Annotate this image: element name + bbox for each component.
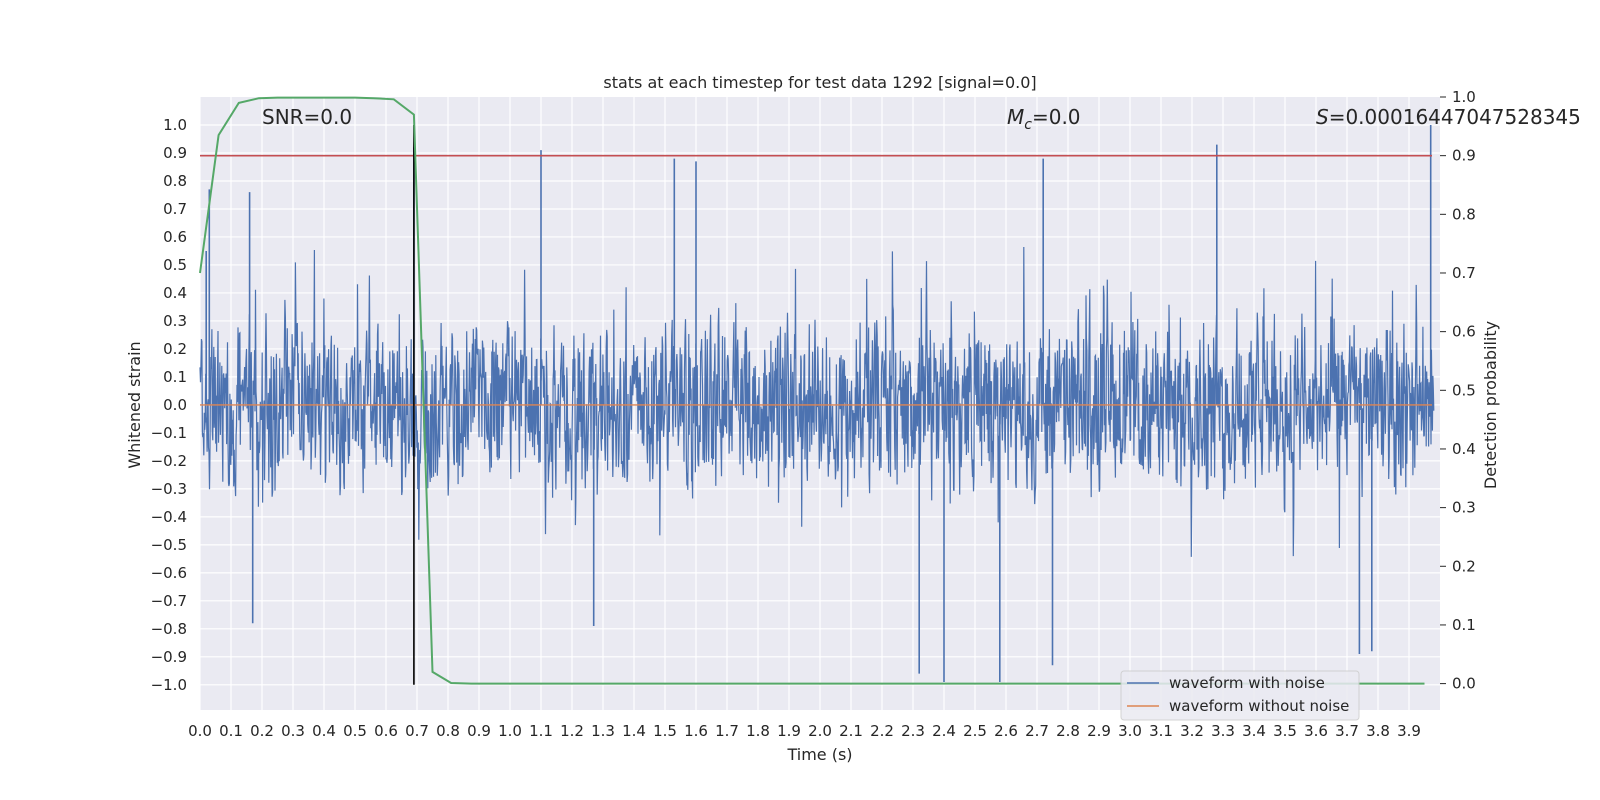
y-tick-label-left: −0.5 [151, 536, 187, 554]
y-tick-label-left: −0.6 [151, 564, 187, 582]
y-tick-label-right: 0.8 [1452, 205, 1476, 223]
y-tick-label-left: −0.1 [151, 424, 187, 442]
x-tick-label: 3.5 [1273, 722, 1297, 740]
x-tick-label: 2.3 [901, 722, 925, 740]
y-tick-label-left: 0.1 [163, 368, 187, 386]
x-tick-label: 2.6 [994, 722, 1018, 740]
chirp-mass-value: =0.0 [1032, 105, 1081, 129]
y-tick-label-left: 0.9 [163, 144, 187, 162]
y-tick-label-right: 0.2 [1452, 557, 1476, 575]
x-tick-label: 3.7 [1335, 722, 1359, 740]
y-tick-label-right: 0.3 [1452, 499, 1476, 517]
x-tick-label: 3.9 [1397, 722, 1421, 740]
y-tick-label-right: 0.6 [1452, 323, 1476, 341]
x-tick-label: 2.7 [1025, 722, 1049, 740]
y-tick-label-right: 0.7 [1452, 264, 1476, 282]
x-tick-label: 0.0 [188, 722, 212, 740]
y-tick-label-left: −1.0 [151, 676, 187, 694]
x-tick-label: 1.3 [591, 722, 615, 740]
y-tick-label-left: 0.3 [163, 312, 187, 330]
y-tick-label-left: −0.3 [151, 480, 187, 498]
x-tick-label: 0.9 [467, 722, 491, 740]
legend: waveform with noise waveform without noi… [1120, 670, 1360, 721]
x-tick-label: 2.0 [808, 722, 832, 740]
x-tick-label: 1.5 [653, 722, 677, 740]
x-tick-label: 0.2 [250, 722, 274, 740]
x-tick-label: 0.1 [219, 722, 243, 740]
x-tick-label: 2.5 [963, 722, 987, 740]
chirp-mass-symbol: M [1007, 105, 1024, 129]
x-tick-label: 3.4 [1242, 722, 1266, 740]
x-tick-label: 1.6 [684, 722, 708, 740]
chirp-mass-annotation: Mc=0.0 [1007, 105, 1081, 133]
y-tick-label-right: 0.9 [1452, 147, 1476, 165]
y-tick-label-left: 0.8 [163, 172, 187, 190]
x-tick-label: 2.1 [839, 722, 863, 740]
x-tick-label: 2.2 [870, 722, 894, 740]
x-tick-label: 0.8 [436, 722, 460, 740]
chirp-mass-subscript: c [1024, 117, 1032, 133]
y-tick-label-right: 0.5 [1452, 381, 1476, 399]
y-tick-label-right: 0.1 [1452, 616, 1476, 634]
overlay-lines [199, 96, 1432, 685]
x-tick-label: 0.3 [281, 722, 305, 740]
legend-label-clean: waveform without noise [1169, 697, 1349, 715]
x-tick-label: 0.7 [405, 722, 429, 740]
snr-annotation: SNR=0.0 [262, 105, 352, 129]
y-tick-label-left: 0.7 [163, 200, 187, 218]
x-tick-label: 3.0 [1118, 722, 1142, 740]
x-axis-label: Time (s) [786, 745, 852, 764]
y-tick-label-left: −0.9 [151, 648, 187, 666]
y-tick-label-left: −0.4 [151, 508, 187, 526]
s-value: =0.00016447047528345 [1329, 105, 1581, 129]
chart-title: stats at each timestep for test data 129… [603, 73, 1036, 92]
y-tick-label-left: 0.4 [163, 284, 187, 302]
detection-probability-line [199, 96, 1425, 685]
x-tick-label: 3.6 [1304, 722, 1328, 740]
x-tick-label: 2.4 [932, 722, 956, 740]
y-tick-label-left: −0.7 [151, 592, 187, 610]
y-tick-label-left: 0.0 [163, 396, 187, 414]
y-tick-label-right: 1.0 [1452, 88, 1476, 106]
legend-box [1120, 670, 1360, 721]
y-tick-label-left: 0.5 [163, 256, 187, 274]
x-tick-label: 1.7 [715, 722, 739, 740]
x-tick-label: 3.2 [1180, 722, 1204, 740]
y-tick-label-left: 0.2 [163, 340, 187, 358]
y-axis-label-right: Detection probability [1481, 321, 1500, 489]
y-tick-label-left: −0.2 [151, 452, 187, 470]
x-tick-label: 1.0 [498, 722, 522, 740]
x-tick-label: 3.8 [1366, 722, 1390, 740]
x-tick-label: 1.4 [622, 722, 646, 740]
x-tick-label: 2.9 [1087, 722, 1111, 740]
y-tick-label-left: −0.8 [151, 620, 187, 638]
x-tick-label: 1.1 [529, 722, 553, 740]
x-tick-label: 3.3 [1211, 722, 1235, 740]
x-tick-label: 1.9 [777, 722, 801, 740]
x-tick-label: 1.8 [746, 722, 770, 740]
x-tick-label: 2.8 [1056, 722, 1080, 740]
x-tick-label: 1.2 [560, 722, 584, 740]
legend-label-noise: waveform with noise [1169, 674, 1325, 692]
y-tick-label-left: 1.0 [163, 116, 187, 134]
s-symbol: S [1316, 105, 1329, 129]
axis-ticks: 0.0 0.1 0.2 0.3 0.4 0.5 0.6 0.7 0.8 0.9 1.0 1.1 1.2 1… [151, 88, 1476, 740]
y-tick-label-right: 0.4 [1452, 440, 1476, 458]
y-tick-label-right: 0.0 [1452, 675, 1476, 693]
x-tick-label: 3.1 [1149, 722, 1173, 740]
x-tick-label: 0.6 [374, 722, 398, 740]
y-axis-label-left: Whitened strain [125, 341, 144, 468]
s-annotation: S=0.00016447047528345 [1316, 105, 1581, 129]
x-tick-label: 0.4 [312, 722, 336, 740]
waveform-with-noise-line [199, 246, 1435, 557]
y-tick-label-left: 0.6 [163, 228, 187, 246]
x-tick-label: 0.5 [343, 722, 367, 740]
